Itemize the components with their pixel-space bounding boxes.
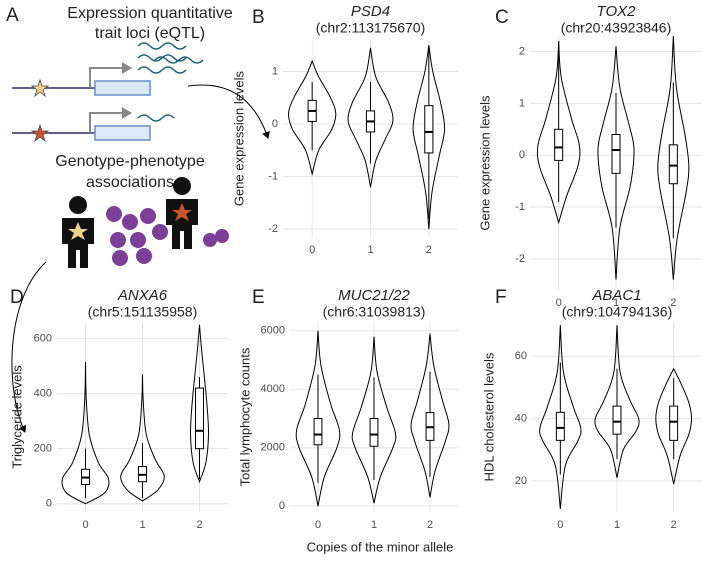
y-tick-label: -1 <box>515 201 525 213</box>
box <box>555 411 565 441</box>
violin-panel: F ABAC1(chr9:104794136) HDL cholesterol le… <box>481 287 702 531</box>
heading-line: trait loci (eQTL) <box>95 25 205 42</box>
y-axis-label: Triglyceride levels <box>9 365 24 469</box>
violin <box>410 333 450 498</box>
box <box>611 133 621 174</box>
y-tick-label: 1 <box>272 65 278 77</box>
x-tick-label: 0 <box>82 519 88 531</box>
panel-label: E <box>252 287 265 308</box>
violin <box>657 35 690 280</box>
chart-title: ABAC1 <box>591 287 641 304</box>
chart-title: PSD4 <box>351 3 390 20</box>
violin <box>597 46 635 280</box>
box <box>369 417 379 447</box>
box <box>668 144 678 185</box>
y-tick-label: -2 <box>515 253 525 265</box>
x-axis-label: Copies of the minor allele <box>307 539 454 554</box>
y-tick-label: 1 <box>519 97 525 109</box>
gwas-drawing <box>11 177 229 433</box>
box <box>195 387 204 450</box>
x-tick-label: 0 <box>557 519 563 531</box>
heading-line: Expression quantitative <box>67 5 233 22</box>
violin <box>655 367 693 485</box>
y-tick-label: 0 <box>279 500 285 512</box>
panel-label: F <box>495 287 507 308</box>
panel-a: A Expression quantitative trait loci (eQ… <box>6 5 270 433</box>
y-tick-label: 400 <box>34 388 52 400</box>
chart-subtitle: (chr6:31039813) <box>323 304 426 320</box>
box <box>424 105 434 154</box>
x-tick-label: 1 <box>139 519 145 531</box>
y-tick-label: 0 <box>272 118 278 130</box>
x-tick-label: 0 <box>309 244 315 256</box>
caption-line: Genotype-phenotype <box>55 153 205 170</box>
violin <box>351 336 397 504</box>
y-tick-label: 0 <box>46 498 52 510</box>
y-tick-label: 2 <box>519 45 525 57</box>
x-tick-label: 2 <box>670 297 676 309</box>
violin <box>539 325 582 509</box>
x-tick-label: 2 <box>196 519 202 531</box>
panel-label: A <box>6 5 19 26</box>
y-axis-label: Total lymphocyte counts <box>237 347 252 486</box>
violin <box>288 59 337 176</box>
x-tick-label: 2 <box>427 519 433 531</box>
x-tick-label: 2 <box>671 519 677 531</box>
y-tick-label: 600 <box>34 332 52 344</box>
y-axis-label: Gene expression levels <box>477 95 492 231</box>
violin-panel: B PSD4(chr2:113175670) Gene expression lev… <box>231 3 458 256</box>
y-tick-label: 40 <box>515 412 527 424</box>
y-tick-label: 4000 <box>261 383 285 395</box>
x-tick-label: 0 <box>556 297 562 309</box>
violin <box>189 324 210 484</box>
violin-panel: D ANXA6(chr5:151135958) Triglyceride level… <box>9 287 228 531</box>
violin <box>295 330 341 507</box>
chart-title: ANXA6 <box>117 287 168 304</box>
panel-label: D <box>10 287 24 308</box>
x-tick-label: 1 <box>367 244 373 256</box>
chart-subtitle: (chr9:104794136) <box>562 304 673 320</box>
violin <box>594 325 640 478</box>
chart-subtitle: (chr20:43923846) <box>561 20 672 36</box>
y-tick-label: 0 <box>519 149 525 161</box>
x-tick-label: 0 <box>315 519 321 531</box>
violin <box>61 361 110 505</box>
x-tick-label: 2 <box>426 244 432 256</box>
violin-panel: E MUC21/22(chr6:31039813) Total lymphocyte… <box>237 287 458 531</box>
caption-line: associations <box>86 174 174 191</box>
y-tick-label: 60 <box>515 350 527 362</box>
box <box>669 405 679 441</box>
violin-panel: C TOX2(chr20:43923846) Gene expression lev… <box>477 3 702 309</box>
box <box>554 128 564 161</box>
y-axis-label: Gene expression levels <box>231 70 246 206</box>
box <box>612 405 622 435</box>
y-tick-label: 2000 <box>261 442 285 454</box>
panel-label: C <box>495 7 509 28</box>
chart-title: MUC21/22 <box>338 287 410 304</box>
x-tick-label: 1 <box>613 297 619 309</box>
violin <box>347 47 394 188</box>
box <box>313 417 323 446</box>
y-tick-label: -2 <box>268 223 278 235</box>
y-tick-label: -1 <box>268 170 278 182</box>
chart-subtitle: (chr5:151135958) <box>88 304 197 320</box>
y-tick-label: 6000 <box>261 325 285 337</box>
panel-label: B <box>252 7 265 28</box>
violin <box>120 374 165 502</box>
x-tick-label: 1 <box>614 519 620 531</box>
chart-title: TOX2 <box>597 3 637 20</box>
violin <box>412 45 446 230</box>
y-tick-label: 20 <box>515 475 527 487</box>
y-tick-label: 200 <box>34 443 52 455</box>
x-tick-label: 1 <box>371 519 377 531</box>
eqtl-drawing <box>12 42 270 143</box>
y-axis-label: HDL cholesterol levels <box>481 352 496 481</box>
chart-subtitle: (chr2:113175670) <box>316 20 425 36</box>
